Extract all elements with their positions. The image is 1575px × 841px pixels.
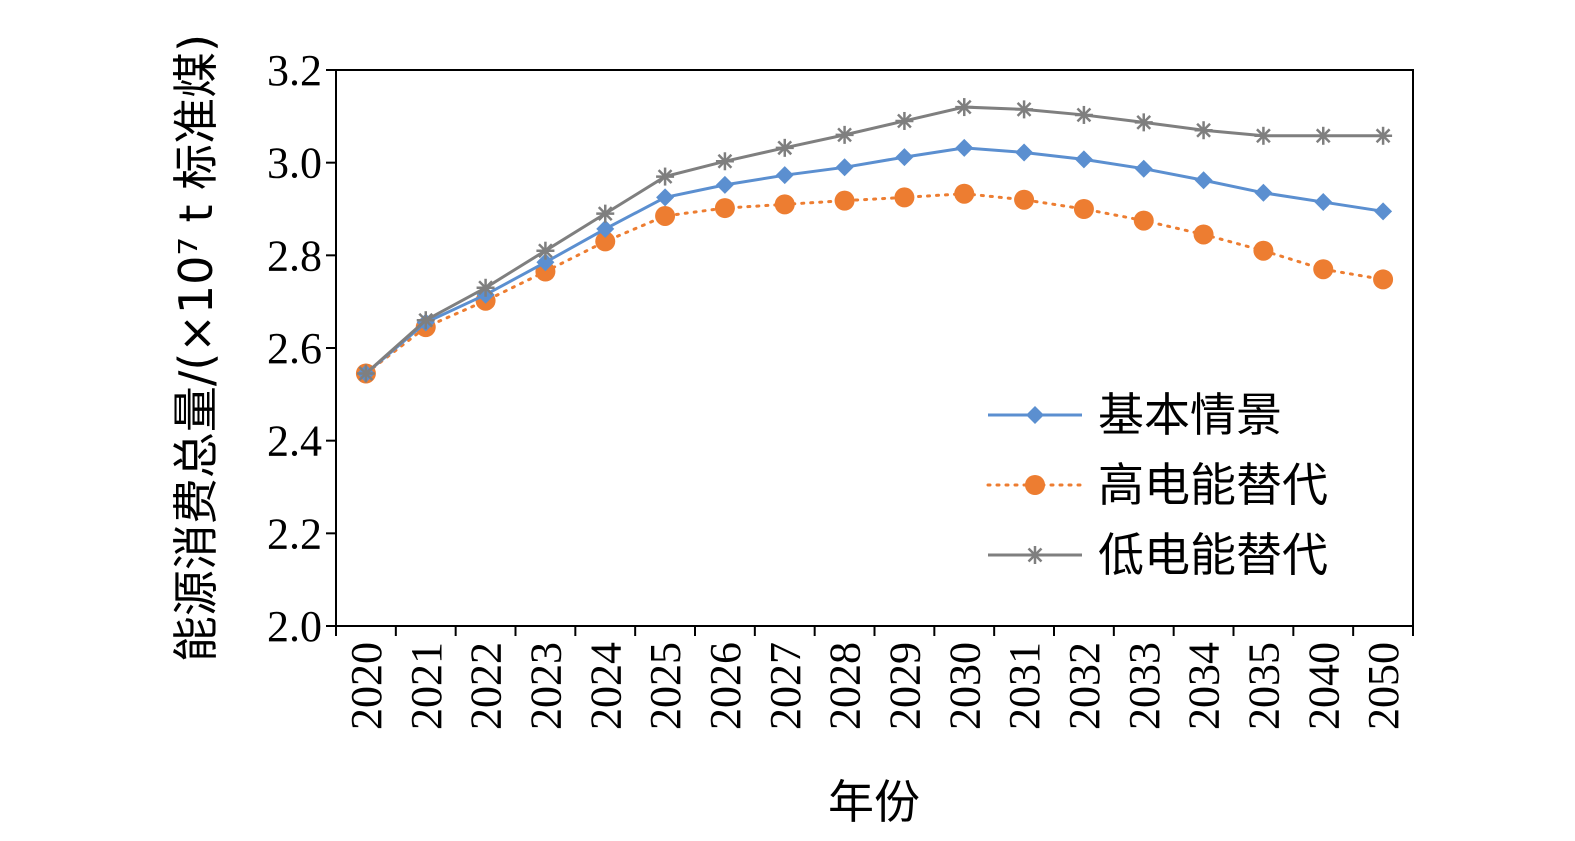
data-point-star — [1074, 105, 1093, 124]
data-point-circle — [1313, 259, 1334, 280]
data-point-star — [715, 152, 734, 171]
data-point-star — [536, 241, 555, 260]
data-point-circle — [1014, 189, 1035, 210]
data-point-diamond — [895, 148, 914, 167]
data-point-star — [476, 278, 495, 297]
y-axis: 2.0 2.2 2.4 2.6 2.8 3.0 3.2 — [267, 46, 336, 651]
data-point-circle — [655, 205, 676, 226]
x-tick-label: 2031 — [1000, 642, 1049, 730]
data-point-star — [1026, 546, 1044, 564]
data-point-star — [416, 311, 435, 330]
y-tick-label: 3.2 — [267, 46, 322, 95]
x-tick-label: 2034 — [1180, 642, 1229, 730]
x-tick-label: 2027 — [761, 642, 810, 730]
data-point-circle — [954, 183, 975, 204]
data-point-diamond — [835, 158, 854, 177]
data-point-star — [1314, 126, 1333, 145]
legend-label: 低电能替代 — [1098, 528, 1328, 582]
data-point-diamond — [1026, 406, 1044, 424]
data-point-diamond — [1074, 150, 1093, 169]
y-tick-label: 3.0 — [267, 139, 322, 188]
x-axis-title: 年份 — [828, 775, 920, 829]
data-point-circle — [595, 231, 616, 252]
x-tick-label: 2021 — [402, 642, 451, 730]
legend-label: 高电能替代 — [1098, 458, 1328, 512]
data-point-star — [1015, 100, 1034, 119]
series-line — [364, 192, 1385, 375]
data-point-diamond — [1134, 159, 1153, 178]
data-point-circle — [714, 198, 735, 219]
data-point-diamond — [1374, 202, 1393, 221]
series-1 — [355, 183, 1394, 384]
data-point-star — [656, 167, 675, 186]
x-tick-label: 2033 — [1120, 642, 1169, 730]
legend-label: 基本情景 — [1098, 388, 1282, 442]
data-point-circle — [1373, 269, 1394, 290]
x-tick-label: 2024 — [581, 642, 630, 730]
data-point-star — [596, 204, 615, 223]
y-tick-label: 2.4 — [267, 417, 322, 466]
x-tick-label: 2028 — [821, 642, 870, 730]
x-tick-label: 2023 — [521, 642, 570, 730]
x-axis: 2020 2021 2022 2023 2024 2025 2026 2027 2028 2029… — [335, 626, 1414, 730]
data-point-star — [775, 138, 794, 157]
series-layer — [355, 98, 1394, 384]
legend-item: 低电能替代 — [988, 528, 1328, 582]
x-tick-label: 2022 — [462, 642, 511, 730]
legend-item: 高电能替代 — [986, 458, 1328, 512]
x-tick-label: 2026 — [701, 642, 750, 730]
y-tick-label: 2.0 — [267, 602, 322, 651]
data-point-circle — [774, 194, 795, 215]
x-tick-label: 2020 — [342, 642, 391, 730]
data-point-diamond — [715, 175, 734, 194]
y-tick-label: 2.2 — [267, 509, 322, 558]
x-tick-label: 2025 — [641, 642, 690, 730]
series-2 — [356, 98, 1393, 383]
legend-item: 基本情景 — [988, 388, 1282, 442]
data-point-star — [1254, 126, 1273, 145]
data-point-diamond — [596, 219, 615, 238]
data-point-diamond — [656, 188, 675, 207]
data-point-diamond — [1254, 183, 1273, 202]
y-axis-title: 能源消费总量/(×10⁷ t 标准煤) — [169, 34, 223, 662]
data-point-diamond — [1314, 193, 1333, 212]
data-point-circle — [1133, 210, 1154, 231]
data-point-diamond — [775, 166, 794, 185]
data-point-star — [1134, 113, 1153, 132]
data-point-star — [955, 98, 974, 117]
x-tick-label: 2032 — [1060, 642, 1109, 730]
data-point-star — [1374, 126, 1393, 145]
series-0 — [356, 138, 1393, 383]
data-point-star — [835, 125, 854, 144]
series-line — [364, 105, 1384, 375]
x-tick-label: 2035 — [1239, 642, 1288, 730]
data-point-star — [356, 364, 375, 383]
x-tick-label: 2050 — [1359, 642, 1408, 730]
x-tick-label: 2029 — [880, 642, 929, 730]
y-tick-label: 2.8 — [267, 231, 322, 280]
x-tick-label: 2030 — [940, 642, 989, 730]
data-point-diamond — [1015, 143, 1034, 162]
data-point-star — [895, 111, 914, 130]
data-point-circle — [1193, 224, 1214, 245]
data-point-circle — [894, 187, 915, 208]
x-tick-label: 2040 — [1299, 642, 1348, 730]
data-point-star — [1194, 121, 1213, 140]
data-point-circle — [1073, 199, 1094, 219]
data-point-circle — [1025, 475, 1045, 495]
data-point-diamond — [955, 138, 974, 157]
data-point-diamond — [536, 253, 555, 272]
y-tick-label: 2.6 — [267, 324, 322, 373]
data-point-circle — [834, 190, 855, 211]
data-point-circle — [1253, 240, 1274, 261]
data-point-diamond — [1194, 171, 1213, 190]
series-line — [364, 146, 1384, 375]
